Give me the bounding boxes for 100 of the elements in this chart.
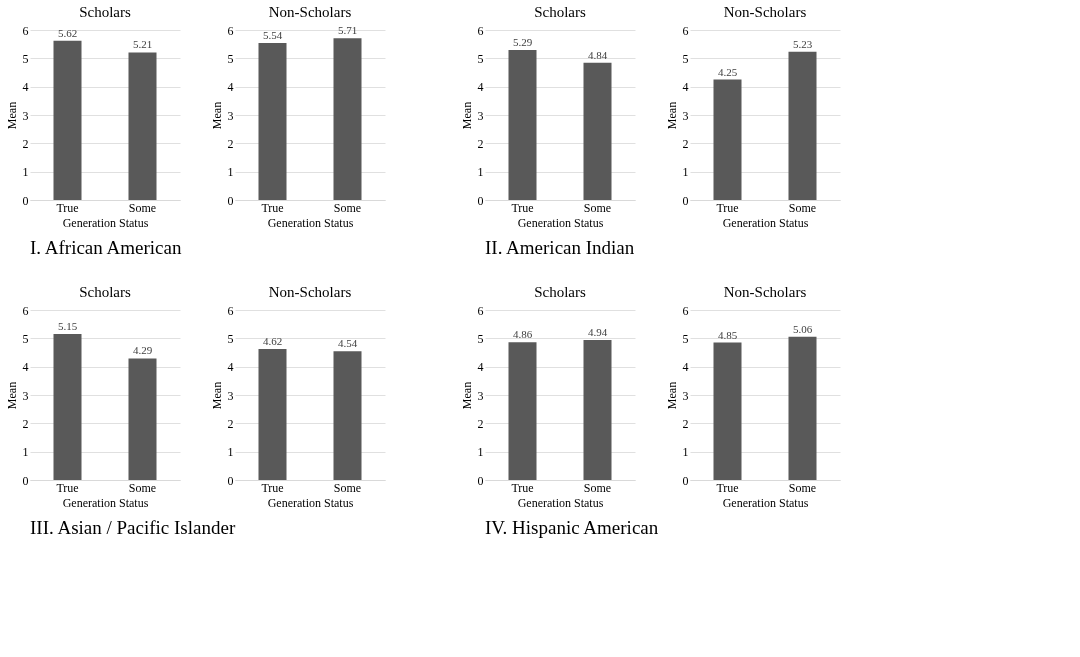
y-tick-label: 3 <box>477 388 484 403</box>
data-label: 5.71 <box>337 24 358 37</box>
x-axis-title: Generation Status <box>267 495 354 510</box>
y-tick-label: 4 <box>682 80 689 95</box>
y-tick-label: 5 <box>682 51 689 66</box>
y-axis-title: Mean <box>459 381 474 410</box>
data-label: 5.15 <box>57 320 78 333</box>
data-label: 4.62 <box>262 335 283 348</box>
y-tick-label: 6 <box>227 303 234 318</box>
x-axis-title: Generation Status <box>267 215 354 230</box>
y-tick-label: 3 <box>477 108 484 123</box>
y-tick-label: 3 <box>682 108 689 123</box>
x-tick-label: True <box>716 200 739 215</box>
x-tick-label: Some <box>333 200 362 215</box>
x-tick-label: Some <box>788 480 817 495</box>
data-label: 5.23 <box>792 37 813 50</box>
y-tick-label: 3 <box>682 388 689 403</box>
y-tick-label: 6 <box>227 23 234 38</box>
y-tick-label: 0 <box>477 473 484 488</box>
data-label: 4.54 <box>337 337 358 350</box>
y-tick-label: 4 <box>227 80 234 95</box>
x-axis-title: Generation Status <box>722 495 809 510</box>
x-tick-label: Some <box>128 480 157 495</box>
data-label: 5.21 <box>132 38 153 51</box>
y-tick-label: 1 <box>227 445 234 460</box>
x-tick-label: True <box>56 200 79 215</box>
y-tick-label: 0 <box>682 193 689 208</box>
y-tick-label: 0 <box>22 193 29 208</box>
data-label: 4.85 <box>717 328 738 341</box>
y-axis-title: Mean <box>459 101 474 130</box>
x-axis-title: Generation Status <box>62 215 149 230</box>
y-tick-label: 2 <box>682 136 689 151</box>
y-tick-label: 1 <box>682 165 689 180</box>
x-tick-label: Some <box>333 480 362 495</box>
data-label: 4.86 <box>512 328 533 341</box>
y-tick-label: 1 <box>682 445 689 460</box>
x-tick-label: True <box>261 480 284 495</box>
text: IV. Hispanic American <box>485 517 659 538</box>
y-tick-label: 4 <box>477 360 484 375</box>
y-tick-label: 6 <box>682 303 689 318</box>
y-tick-label: 6 <box>477 23 484 38</box>
y-tick-label: 0 <box>227 193 234 208</box>
y-tick-label: 1 <box>477 445 484 460</box>
y-tick-label: 4 <box>682 360 689 375</box>
x-axis-title: Generation Status <box>722 215 809 230</box>
chart-title: Scholars <box>534 4 586 20</box>
y-axis-title: Mean <box>4 101 19 130</box>
y-tick-label: 2 <box>682 416 689 431</box>
data-label: 5.06 <box>792 322 813 335</box>
y-tick-label: 0 <box>22 473 29 488</box>
y-tick-label: 0 <box>227 473 234 488</box>
x-axis-title: Generation Status <box>517 215 604 230</box>
y-axis-title: Mean <box>4 381 19 410</box>
y-tick-label: 3 <box>22 108 29 123</box>
data-label: 4.84 <box>587 48 608 61</box>
y-axis-title: Mean <box>209 101 224 130</box>
y-tick-label: 6 <box>22 23 29 38</box>
chart-title: Non-Scholars <box>723 4 807 20</box>
chart-title: Non-Scholars <box>268 4 352 20</box>
y-tick-label: 1 <box>22 165 29 180</box>
x-tick-label: True <box>716 480 739 495</box>
text: I. African American <box>30 237 182 258</box>
y-tick-label: 2 <box>227 416 234 431</box>
chart-title: Non-Scholars <box>268 284 352 300</box>
y-tick-label: 6 <box>477 303 484 318</box>
y-tick-label: 5 <box>227 331 234 346</box>
y-tick-label: 2 <box>477 136 484 151</box>
data-label: 5.29 <box>512 36 533 49</box>
x-tick-label: Some <box>788 200 817 215</box>
y-tick-label: 3 <box>22 388 29 403</box>
y-tick-label: 3 <box>227 108 234 123</box>
y-axis-title: Mean <box>209 381 224 410</box>
y-tick-label: 4 <box>477 80 484 95</box>
x-tick-label: True <box>511 480 534 495</box>
x-tick-label: Some <box>583 480 612 495</box>
y-tick-label: 6 <box>682 23 689 38</box>
data-label: 5.62 <box>57 26 78 39</box>
data-label: 4.94 <box>587 326 608 339</box>
data-label: 4.25 <box>717 65 738 78</box>
chart-title: Scholars <box>534 284 586 300</box>
y-tick-label: 5 <box>477 331 484 346</box>
y-tick-label: 5 <box>22 331 29 346</box>
x-tick-label: True <box>56 480 79 495</box>
x-tick-label: Some <box>583 200 612 215</box>
y-tick-label: 1 <box>22 445 29 460</box>
chart-title: Scholars <box>79 4 131 20</box>
y-axis-title: Mean <box>664 381 679 410</box>
y-tick-label: 3 <box>227 388 234 403</box>
y-tick-label: 6 <box>22 303 29 318</box>
chart-title: Non-Scholars <box>723 284 807 300</box>
y-tick-label: 1 <box>227 165 234 180</box>
x-tick-label: Some <box>128 200 157 215</box>
y-axis-title: Mean <box>664 101 679 130</box>
y-tick-label: 0 <box>682 473 689 488</box>
y-tick-label: 4 <box>22 80 29 95</box>
text: II. American Indian <box>485 237 635 258</box>
y-tick-label: 2 <box>227 136 234 151</box>
y-tick-label: 0 <box>477 193 484 208</box>
text: III. Asian / Pacific Islander <box>30 517 236 538</box>
y-tick-label: 2 <box>22 136 29 151</box>
